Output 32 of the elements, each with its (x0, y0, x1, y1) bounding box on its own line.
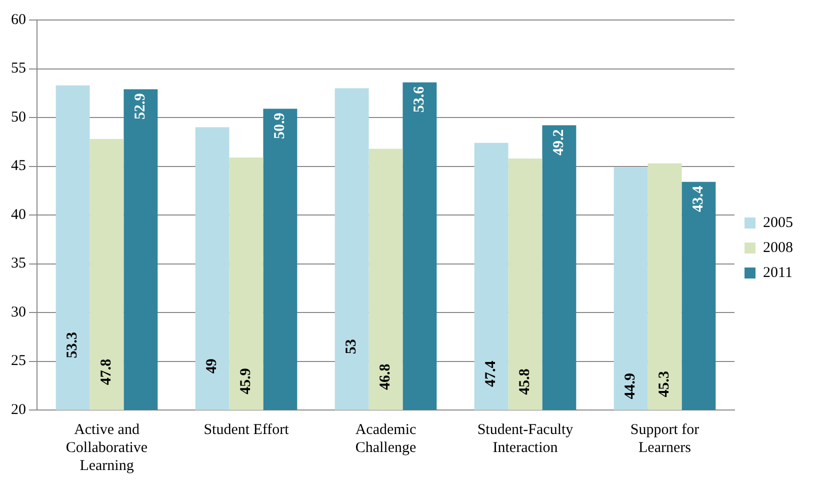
y-tick-label: 50 (11, 109, 26, 126)
data-label: 50.9 (272, 112, 288, 139)
legend-label: 2005 (763, 214, 793, 231)
x-tick-label: Academic Challenge (355, 422, 416, 456)
x-tick-label: Student Effort (204, 422, 290, 438)
data-label: 45.9 (238, 368, 254, 394)
y-tick-label: 30 (11, 304, 26, 320)
x-tick-label: Student-Faculty Interaction (477, 422, 574, 456)
data-label: 53 (344, 339, 360, 354)
data-label: 47.4 (483, 360, 500, 388)
x-tick-label: Support for Learners (630, 422, 700, 456)
data-label: 49 (204, 358, 220, 374)
y-tick-label: 45 (11, 158, 26, 174)
data-label: 53.6 (412, 86, 428, 113)
y-tick-label: 40 (11, 206, 26, 223)
y-tick-label: 25 (11, 353, 26, 370)
legend-label: 2008 (763, 240, 793, 256)
data-label: 53.3 (64, 332, 81, 358)
data-label: 45.8 (517, 368, 534, 395)
y-tick-label: 20 (11, 402, 26, 418)
data-label: 43.4 (690, 185, 707, 212)
data-label: 47.8 (98, 358, 115, 386)
y-tick-label: 60 (11, 12, 26, 28)
x-tick-label: Active and Collaborative Learning (66, 422, 148, 474)
data-label: 52.9 (132, 93, 149, 120)
y-tick-label: 35 (11, 256, 26, 272)
data-label: 44.9 (622, 372, 639, 400)
y-tick-label: 55 (11, 60, 26, 77)
data-label: 45.3 (656, 371, 673, 398)
data-label: 49.2 (551, 129, 568, 156)
data-label: 46.8 (378, 364, 394, 390)
legend-label: 2011 (763, 264, 792, 281)
